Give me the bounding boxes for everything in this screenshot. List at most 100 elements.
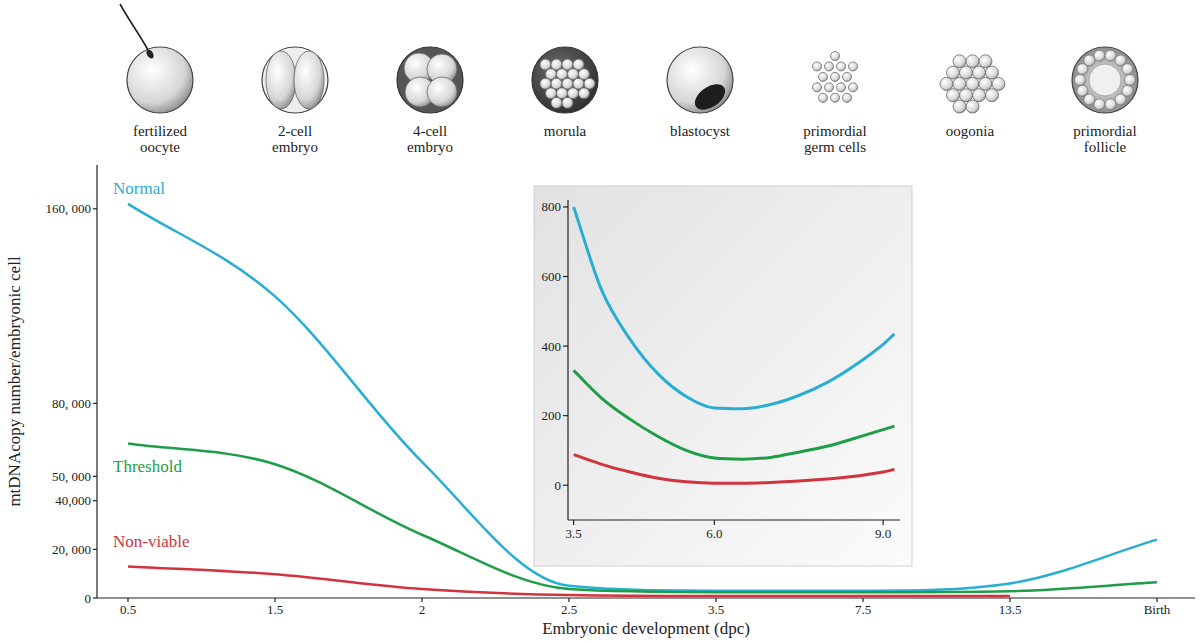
y-axis-line <box>96 165 97 598</box>
inset-lines <box>574 207 895 483</box>
y-tick-label: 200 <box>542 408 562 423</box>
cell <box>849 83 858 92</box>
x-tick-label: 6.0 <box>706 526 722 541</box>
oocyte <box>127 47 193 113</box>
y-tick <box>93 476 97 477</box>
stage-label-line: oogonia <box>946 123 995 139</box>
cell <box>947 66 960 79</box>
granulosa-cell <box>1075 75 1086 86</box>
y-axis-title: mtDNAcopy number/embryonic cell <box>5 256 24 506</box>
cell <box>960 66 973 79</box>
x-tick-label: 13.5 <box>999 602 1022 617</box>
cell <box>940 77 953 90</box>
x-tick <box>714 520 715 525</box>
cell <box>825 62 834 71</box>
x-tick-label: 9.0 <box>875 526 891 541</box>
cell <box>837 62 846 71</box>
stage-label-line: primordial <box>803 123 866 139</box>
follicle <box>1072 47 1138 113</box>
stage-label-line: germ cells <box>804 139 866 155</box>
stage-icons: fertilizedoocyte2-cellembryo4-cellembryo… <box>120 4 1138 155</box>
stage-label-line: oocyte <box>140 139 180 155</box>
x-tick-label: 2.5 <box>561 602 577 617</box>
cell <box>573 78 584 89</box>
y-tick-label: 160, 000 <box>46 201 92 216</box>
cell <box>546 69 557 80</box>
cell <box>966 55 979 68</box>
cell <box>819 72 828 81</box>
cell <box>992 77 1005 90</box>
cell <box>813 83 822 92</box>
cell <box>947 89 960 102</box>
stage-label: oogonia <box>946 123 995 139</box>
y-tick <box>93 208 97 209</box>
sperm-tail <box>120 4 148 50</box>
stage-label-line: 4-cell <box>413 123 447 139</box>
cell <box>831 52 840 61</box>
y-tick-label: 400 <box>542 339 562 354</box>
x-tick-label: 0.5 <box>120 602 136 617</box>
cell <box>953 100 966 113</box>
cell <box>540 78 551 89</box>
y-tick <box>563 276 568 277</box>
x-tick-label: Birth <box>1144 602 1171 617</box>
zona <box>397 47 463 113</box>
cell <box>843 93 852 102</box>
y-tick <box>563 206 568 207</box>
y-tick <box>563 485 568 486</box>
cell <box>551 97 562 108</box>
cell <box>573 59 584 70</box>
y-tick-label: 50, 000 <box>52 469 91 484</box>
cell <box>831 93 840 102</box>
inner-cell-mass <box>690 79 729 115</box>
cell <box>979 77 992 90</box>
granulosa-cell <box>1094 50 1105 61</box>
stage-label: 4-cellembryo <box>407 123 453 155</box>
series-line <box>574 207 895 409</box>
cell <box>540 59 551 70</box>
cell <box>966 100 979 113</box>
cell <box>562 97 573 108</box>
cell <box>579 88 590 99</box>
series-label: Normal <box>113 179 165 198</box>
stage-label: blastocyst <box>670 123 731 139</box>
stage-label-line: blastocyst <box>670 123 731 139</box>
cell <box>568 69 579 80</box>
x-tick <box>573 520 574 525</box>
cell <box>584 78 595 89</box>
stage-label: primordialgerm cells <box>803 123 866 155</box>
cell <box>973 66 986 79</box>
granulosa-cell <box>1122 64 1133 75</box>
cell <box>843 72 852 81</box>
series-line <box>574 370 895 459</box>
cell <box>294 51 324 109</box>
stage-label-line: embryo <box>272 139 318 155</box>
x-tick-label: 3.5 <box>708 602 724 617</box>
cell <box>579 69 590 80</box>
stage-label-line: fertilized <box>133 123 188 139</box>
granulosa-cell <box>1084 55 1095 66</box>
granulosa-cell <box>1094 99 1105 110</box>
x-tick-label: 2 <box>419 602 426 617</box>
cell <box>557 88 568 99</box>
y-tick-label: 20, 000 <box>52 542 91 557</box>
series-label: Non-viable <box>113 532 189 551</box>
zona <box>532 47 598 113</box>
cell <box>813 62 822 71</box>
inset-background <box>534 186 912 566</box>
stage-icon: 2-cellembryo <box>262 47 328 155</box>
cell <box>966 77 979 90</box>
y-tick-label: 0 <box>85 591 92 606</box>
y-tick <box>563 345 568 346</box>
stage-label: fertilizedoocyte <box>133 123 188 155</box>
y-tick <box>93 549 97 550</box>
cell <box>551 59 562 70</box>
y-tick-label: 40,000 <box>55 493 91 508</box>
oocyte <box>1089 64 1121 96</box>
cell <box>266 51 296 109</box>
y-tick-label: 0 <box>555 478 562 493</box>
cell <box>546 88 557 99</box>
cell <box>562 78 573 89</box>
x-tick-label: 3.5 <box>566 526 582 541</box>
y-tick <box>93 597 97 598</box>
